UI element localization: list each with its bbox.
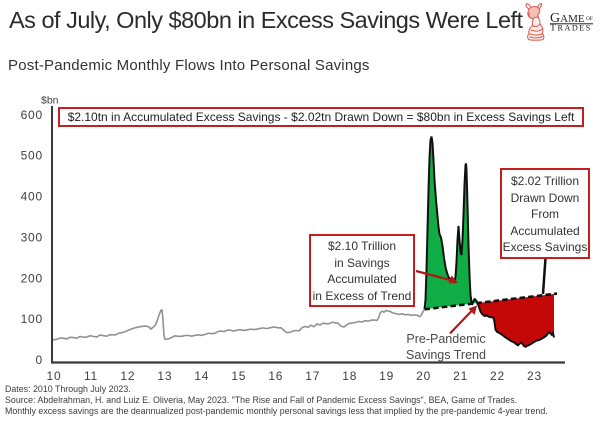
svg-text:100: 100 [21, 312, 43, 326]
svg-text:300: 300 [21, 230, 43, 244]
svg-text:$bn: $bn [41, 95, 59, 107]
svg-text:22: 22 [490, 369, 505, 383]
svg-text:10: 10 [47, 369, 62, 383]
svg-text:500: 500 [21, 149, 43, 163]
svg-text:15: 15 [231, 369, 246, 383]
svg-text:17: 17 [305, 369, 320, 383]
svg-text:600: 600 [21, 108, 43, 122]
svg-text:13: 13 [157, 369, 172, 383]
svg-text:19: 19 [379, 369, 394, 383]
svg-text:GAME OF: GAME OF [550, 11, 593, 26]
svg-text:12: 12 [120, 369, 135, 383]
svg-text:200: 200 [21, 271, 43, 285]
svg-text:11: 11 [84, 369, 98, 383]
svg-text:400: 400 [21, 190, 43, 204]
svg-text:23: 23 [527, 369, 542, 383]
svg-text:20: 20 [416, 369, 431, 383]
svg-text:21: 21 [453, 369, 468, 383]
svg-text:16: 16 [268, 369, 283, 383]
svg-text:0: 0 [36, 353, 43, 367]
svg-text:TRADES: TRADES [550, 23, 592, 34]
svg-text:18: 18 [342, 369, 357, 383]
svg-text:14: 14 [194, 369, 209, 383]
